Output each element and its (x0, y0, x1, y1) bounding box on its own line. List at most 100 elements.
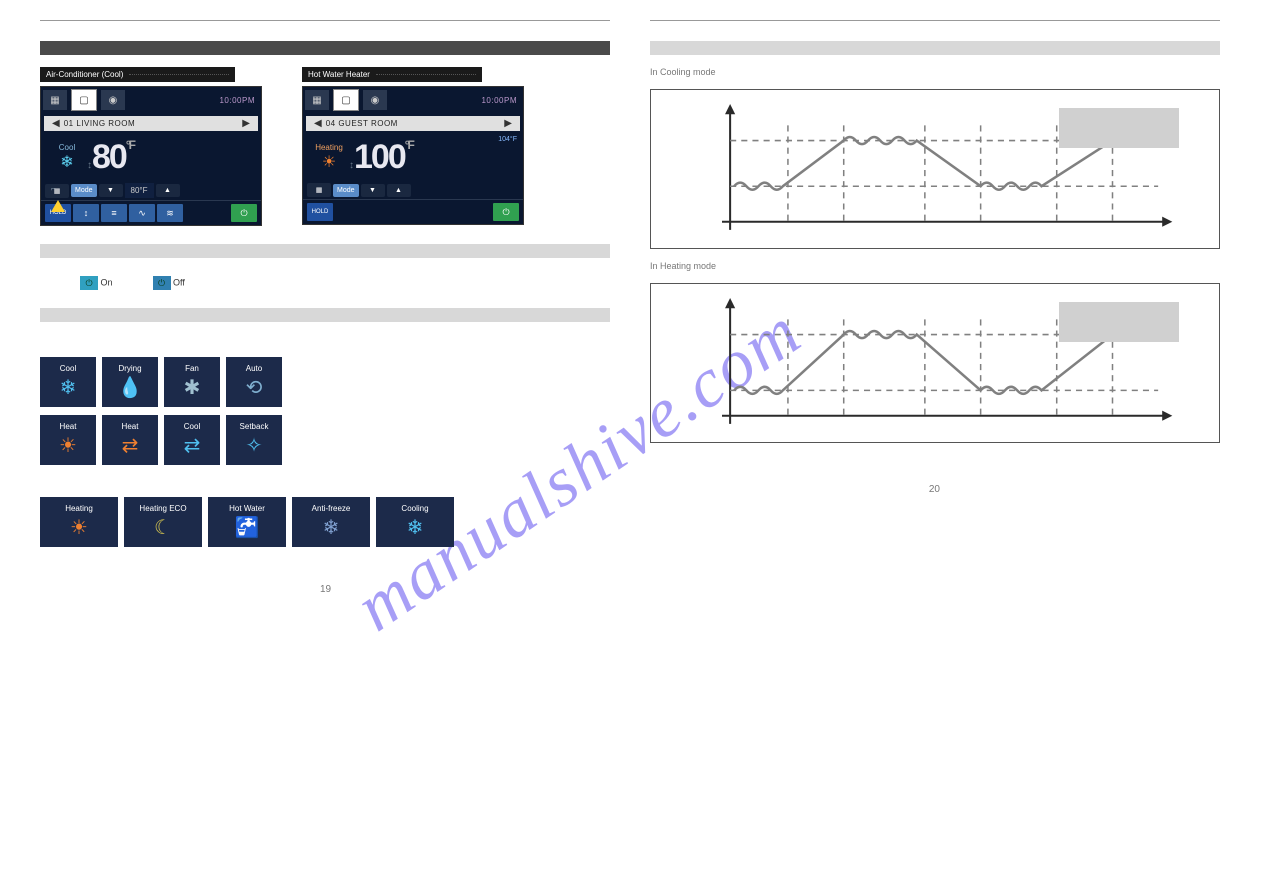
diagram-cool-caption: In Cooling mode (650, 67, 1220, 77)
mode-grid-1: Cool❄ Drying 💧 Fan ✱ Auto ⟲ (40, 357, 610, 407)
mode-btn-cool[interactable]: Cool ⇄ (164, 415, 220, 465)
mode-grid-hotwater: Heating☀Heating ECO☾ Hot Water 🚰 Anti-freez… (40, 497, 610, 547)
cool-icon: ⇄ (184, 433, 201, 458)
mode-label: Cool (47, 143, 87, 152)
device-time: 10:00PM (481, 96, 523, 105)
device-heat-screen: ▦ ▢ ◉ 10:00PM ◀ 04 GUEST ROOM ▶ 104°F He… (302, 86, 524, 225)
schedule-icon[interactable]: ▦ (307, 183, 331, 197)
unit-icon: ⌐ (51, 184, 56, 193)
page-right: In Cooling mode In Heating mode (650, 20, 1220, 455)
top-rule (40, 20, 610, 21)
on-label: On (101, 277, 113, 287)
next-room-arrow-icon[interactable]: ▶ (238, 118, 254, 129)
mode-grid-2: Heat☀Heat⇄Cool⇄Setback✧ (40, 415, 610, 465)
para-modes-intro (40, 334, 610, 347)
mode-label: Heating (309, 143, 349, 152)
mode-btn-label: Cool (184, 422, 200, 431)
louver-icon[interactable]: ↕ (73, 204, 99, 222)
light-section-bar-2 (40, 308, 610, 322)
device-time: 10:00PM (219, 96, 261, 105)
mode-btn-drying[interactable]: Drying 💧 (102, 357, 158, 407)
mode-btn-anti-freeze[interactable]: Anti-freeze ❄ (292, 497, 370, 547)
mode-btn-label: Fan (185, 364, 199, 373)
power-on-icon: ⏻ (80, 276, 98, 290)
mode-button[interactable]: Mode (333, 184, 359, 197)
tab-grid-icon[interactable]: ▦ (305, 90, 329, 110)
room-name: 04 GUEST ROOM (326, 119, 501, 128)
prev-room-arrow-icon[interactable]: ◀ (48, 118, 64, 129)
temp-value: 100 (354, 138, 405, 176)
light-section-bar-1 (40, 244, 610, 258)
mode-btn-label: Heating ECO (139, 504, 186, 513)
device-heat-label: Hot Water Heater (302, 67, 482, 82)
device-cool-screen: ▦ ▢ ◉ 10:00PM ◀ 01 LIVING ROOM ▶ ⌐ Cool … (40, 86, 262, 226)
swing-icon[interactable]: ∿ (129, 204, 155, 222)
cool-mode-icon: ❄ (47, 152, 87, 172)
mode-btn-label: Heat (60, 422, 77, 431)
prev-room-arrow-icon[interactable]: ◀ (310, 118, 326, 129)
tab-single-icon[interactable]: ▢ (333, 89, 359, 111)
airflow-icon[interactable]: ≋ (157, 204, 183, 222)
heat-icon: ⇄ (122, 433, 139, 458)
water-icon: 🚰 (235, 515, 260, 540)
mode-btn-label: Heat (122, 422, 139, 431)
schedule-icon[interactable]: ▦ (45, 184, 69, 198)
down-button[interactable]: ▼ (361, 184, 385, 197)
diagram-callout-box (1059, 108, 1179, 148)
mode-btn-heating[interactable]: Heating☀ (40, 497, 118, 547)
next-room-arrow-icon[interactable]: ▶ (500, 118, 516, 129)
device-cool-wrap: Air-Conditioner (Cool) ▦ ▢ ◉ 10:00PM ◀ 0… (40, 67, 262, 226)
mode-btn-heat[interactable]: Heat ⇄ (102, 415, 158, 465)
power-button[interactable]: ⏻ (493, 203, 519, 221)
tab-grid-icon[interactable]: ▦ (43, 90, 67, 110)
mode-button[interactable]: Mode (71, 184, 97, 197)
room-name: 01 LIVING ROOM (64, 119, 239, 128)
mode-btn-label: Setback (240, 422, 269, 431)
mode-btn-label: Heating (65, 504, 93, 513)
mode-btn-cooling[interactable]: Cooling❄ (376, 497, 454, 547)
tab-person-icon[interactable]: ◉ (363, 90, 387, 110)
down-button[interactable]: ▼ (99, 184, 123, 197)
mode-btn-heat[interactable]: Heat☀ (40, 415, 96, 465)
tab-person-icon[interactable]: ◉ (101, 90, 125, 110)
section-header-right (650, 41, 1220, 55)
up-button[interactable]: ▲ (156, 184, 180, 197)
temp-unit: °F (405, 138, 413, 152)
setpoint-temp: ↕80°F (87, 138, 134, 177)
section-header-left (40, 41, 610, 55)
off-label: Off (173, 277, 185, 287)
page-number: 19 (320, 584, 331, 595)
mode-btn-label: Cooling (401, 504, 428, 513)
hold-button[interactable]: HOLD (307, 203, 333, 221)
updown-icon: ↕ (349, 160, 352, 171)
fan-speed-icon[interactable]: ≡ (101, 204, 127, 222)
mode-btn-setback[interactable]: Setback ✧ (226, 415, 282, 465)
mode-btn-label: Auto (246, 364, 262, 373)
mode-btn-cool[interactable]: Cool❄ (40, 357, 96, 407)
device-heat-wrap: Hot Water Heater ▦ ▢ ◉ 10:00PM ◀ 04 GUES… (302, 67, 524, 226)
mode-btn-label: Hot Water (229, 504, 265, 513)
device-cool-label: Air-Conditioner (Cool) (40, 67, 235, 82)
power-button[interactable]: ⏻ (231, 204, 257, 222)
mode-btn-auto[interactable]: Auto ⟲ (226, 357, 282, 407)
page-number: 20 (929, 484, 940, 495)
mode-btn-hot-water[interactable]: Hot Water 🚰 (208, 497, 286, 547)
fan-icon: ✱ (184, 375, 201, 400)
mode-btn-label: Drying (118, 364, 141, 373)
auto-icon: ⟲ (246, 375, 263, 400)
para-hw-intro (40, 475, 610, 488)
temp-unit: °F (126, 138, 134, 152)
mode-btn-label: Anti-freeze (312, 504, 351, 513)
diagram-heating (650, 283, 1220, 443)
up-button[interactable]: ▲ (387, 184, 411, 197)
diagram-callout-box (1059, 302, 1179, 342)
dry-icon: 💧 (118, 375, 143, 400)
updown-icon: ↕ (87, 160, 90, 171)
frost-icon: ❄ (323, 515, 340, 540)
diagram-cooling (650, 89, 1220, 249)
top-rule (650, 20, 1220, 21)
cool-icon: ✧ (246, 433, 263, 458)
tab-single-icon[interactable]: ▢ (71, 89, 97, 111)
mode-btn-heating-eco[interactable]: Heating ECO☾ (124, 497, 202, 547)
mode-btn-fan[interactable]: Fan ✱ (164, 357, 220, 407)
